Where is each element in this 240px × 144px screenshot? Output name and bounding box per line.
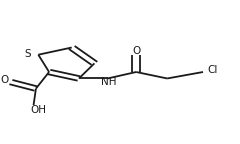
Text: OH: OH: [30, 105, 46, 115]
Text: S: S: [24, 49, 31, 59]
Text: NH: NH: [101, 77, 116, 87]
Text: Cl: Cl: [207, 65, 218, 75]
Text: O: O: [1, 75, 9, 85]
Text: O: O: [132, 46, 140, 56]
